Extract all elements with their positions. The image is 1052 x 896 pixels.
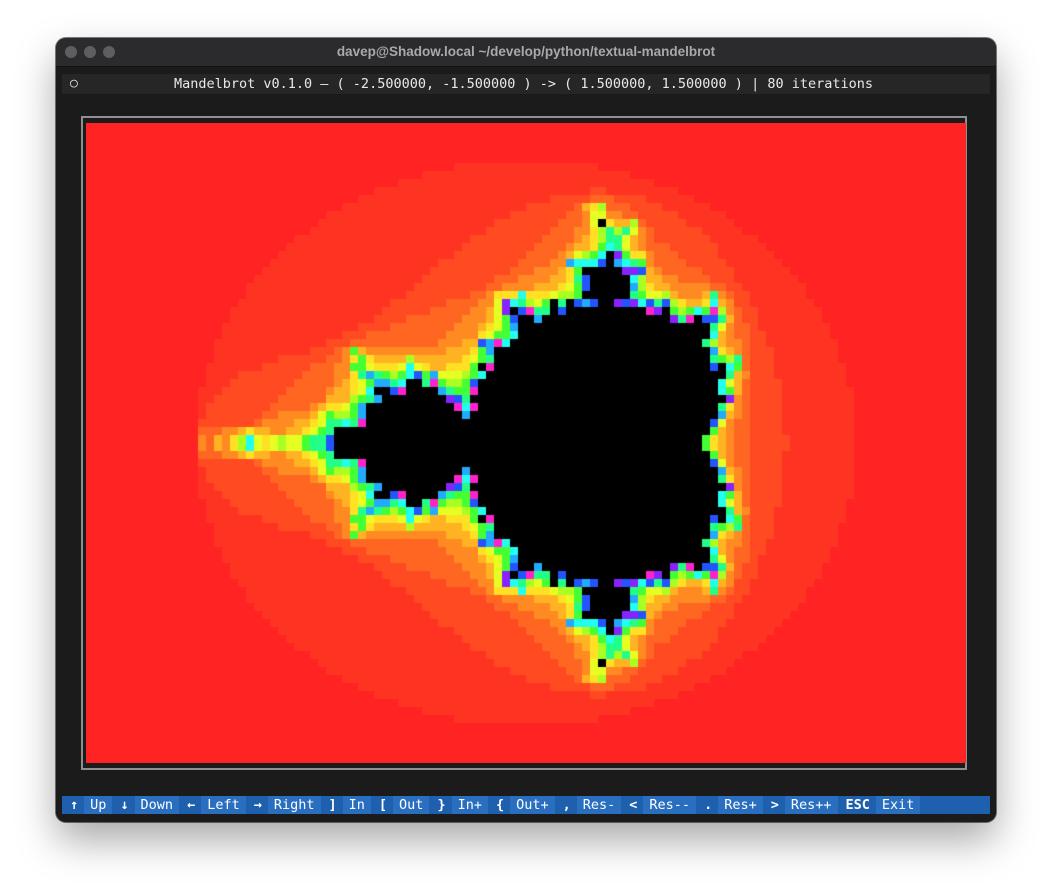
binding-label[interactable]: Out+ — [510, 796, 555, 814]
binding-key[interactable]: } — [429, 796, 452, 814]
binding-label[interactable]: Res-- — [643, 796, 697, 814]
binding-label[interactable]: Out — [393, 796, 430, 814]
binding-label[interactable]: Res++ — [784, 796, 838, 814]
close-window-button[interactable] — [65, 46, 77, 58]
binding-key[interactable]: ↓ — [112, 796, 135, 814]
binding-key[interactable]: < — [621, 796, 644, 814]
binding-key[interactable]: , — [554, 796, 577, 814]
key-bindings-footer: ↑ Up ↓ Down ← Left → Right] In[Out} In+{Out+, Res-… — [62, 796, 990, 814]
binding-key[interactable]: [ — [370, 796, 394, 814]
binding-label[interactable]: Exit — [875, 796, 921, 814]
binding-label[interactable]: Left — [201, 796, 246, 814]
minimize-window-button[interactable] — [84, 46, 96, 58]
header-title: Mandelbrot v0.1.0 – ( -2.500000, -1.5000… — [174, 76, 873, 92]
header-circle-icon[interactable]: ○ — [70, 76, 78, 91]
zoom-window-button[interactable] — [103, 46, 115, 58]
binding-label[interactable]: Down — [134, 796, 180, 814]
terminal-area: ○ Mandelbrot v0.1.0 – ( -2.500000, -1.50… — [56, 67, 996, 822]
binding-key[interactable]: ← — [179, 796, 202, 814]
binding-key[interactable]: { — [487, 796, 511, 814]
binding-key[interactable]: ] — [320, 796, 343, 814]
binding-label[interactable]: In+ — [451, 796, 488, 814]
binding-key[interactable]: ESC — [837, 796, 876, 814]
binding-label[interactable]: In — [342, 796, 371, 814]
terminal-window: davep@Shadow.local ~/develop/python/text… — [56, 38, 996, 822]
binding-key[interactable]: ↑ — [62, 796, 85, 814]
window-title: davep@Shadow.local ~/develop/python/text… — [336, 44, 716, 59]
window-titlebar: davep@Shadow.local ~/develop/python/text… — [56, 38, 996, 67]
mandelbrot-plot[interactable] — [86, 123, 966, 763]
binding-key[interactable]: > — [762, 796, 785, 814]
binding-key[interactable]: . — [696, 796, 719, 814]
binding-label[interactable]: Res- — [576, 796, 622, 814]
app-header: ○ Mandelbrot v0.1.0 – ( -2.500000, -1.50… — [62, 74, 990, 94]
binding-label[interactable]: Up — [84, 796, 113, 814]
binding-label[interactable]: Res+ — [718, 796, 763, 814]
binding-key[interactable]: → — [245, 796, 268, 814]
binding-label[interactable]: Right — [267, 796, 321, 814]
